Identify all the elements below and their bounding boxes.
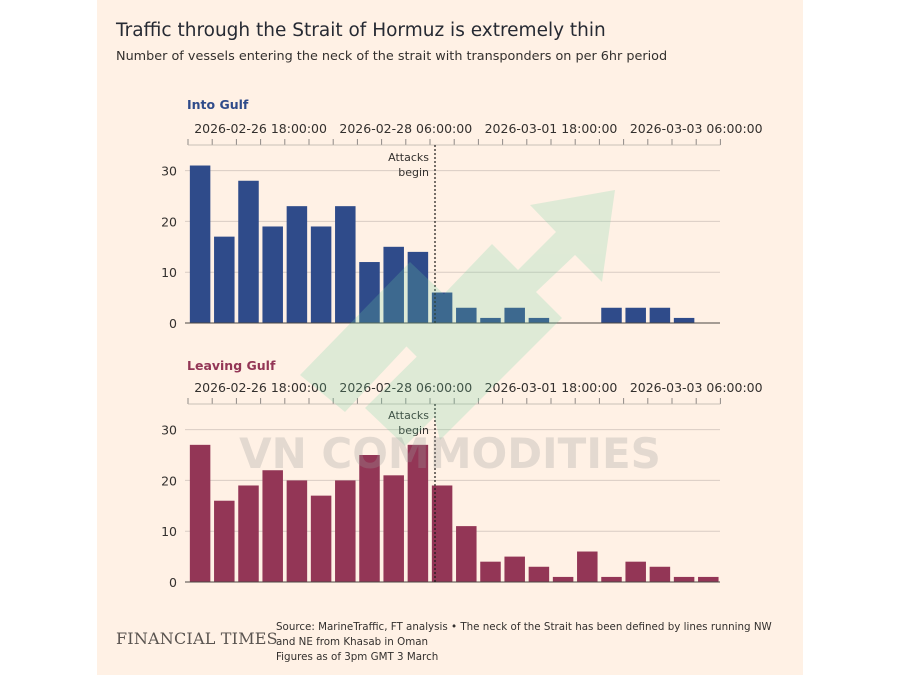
leaving-gulf-bar bbox=[601, 576, 622, 582]
into-gulf-x-tick-label: 2026-03-03 06:00:00 bbox=[630, 121, 763, 136]
leaving-gulf-bar bbox=[310, 495, 332, 582]
leaving-gulf-bar bbox=[359, 455, 380, 582]
into-gulf-title: Into Gulf bbox=[187, 97, 249, 112]
into-gulf-bar bbox=[189, 165, 211, 323]
publisher-logo: FINANCIAL TIMES bbox=[116, 629, 278, 648]
source-line-1: Source: MarineTraffic, FT analysis • The… bbox=[276, 621, 772, 633]
into-gulf-bar bbox=[407, 251, 429, 323]
into-gulf-bar bbox=[456, 307, 477, 323]
into-gulf-attacks-label: Attacks bbox=[388, 151, 429, 164]
leaving-gulf-y-tick-label: 20 bbox=[161, 473, 177, 488]
leaving-gulf-bar bbox=[238, 485, 259, 582]
leaving-gulf-x-tick-label: 2026-02-26 18:00:00 bbox=[194, 380, 327, 395]
leaving-gulf-bar bbox=[286, 480, 308, 582]
source-line-3: Figures as of 3pm GMT 3 March bbox=[276, 651, 439, 663]
leaving-gulf-bar bbox=[407, 444, 429, 582]
leaving-gulf-attacks-label: begin bbox=[398, 424, 429, 437]
into-gulf-bar bbox=[601, 307, 622, 323]
leaving-gulf-y-tick-label: 30 bbox=[161, 423, 177, 438]
into-gulf-bar bbox=[480, 317, 501, 323]
into-gulf-bar bbox=[625, 307, 646, 323]
chart-title: Traffic through the Strait of Hormuz is … bbox=[116, 20, 606, 41]
leaving-gulf-bar bbox=[189, 444, 211, 582]
leaving-gulf-bar bbox=[577, 551, 598, 582]
source-line-2: and NE from Khasab in Oman bbox=[276, 636, 429, 648]
chart-subtitle: Number of vessels entering the neck of t… bbox=[116, 49, 668, 64]
source-note: Source: MarineTraffic, FT analysis • The… bbox=[276, 620, 786, 665]
leaving-gulf-bar bbox=[552, 576, 574, 582]
leaving-gulf-x-tick-label: 2026-02-28 06:00:00 bbox=[339, 380, 472, 395]
into-gulf-y-tick-label: 20 bbox=[161, 214, 177, 229]
leaving-gulf-attacks-label: Attacks bbox=[388, 409, 429, 422]
leaving-gulf-bar bbox=[649, 566, 671, 582]
leaving-gulf-bar bbox=[456, 526, 477, 582]
into-gulf-y-tick-label: 0 bbox=[169, 316, 177, 331]
into-gulf-y-tick-label: 30 bbox=[161, 164, 177, 179]
leaving-gulf-bar bbox=[214, 500, 235, 582]
into-gulf-bar bbox=[238, 180, 259, 323]
leaving-gulf-bar bbox=[262, 470, 283, 582]
into-gulf-bar bbox=[673, 317, 695, 323]
into-gulf-bar bbox=[504, 307, 525, 323]
leaving-gulf-y-tick-label: 10 bbox=[161, 524, 177, 539]
into-gulf-bar bbox=[286, 206, 308, 323]
into-gulf-x-tick-label: 2026-02-26 18:00:00 bbox=[194, 121, 327, 136]
into-gulf-bar bbox=[262, 226, 283, 323]
into-gulf-bar bbox=[649, 307, 671, 323]
into-gulf-attacks-label: begin bbox=[398, 166, 429, 179]
into-gulf-x-tick-label: 2026-03-01 18:00:00 bbox=[485, 121, 618, 136]
leaving-gulf-panel: Leaving Gulf 0 10 20 30 2026-02-26 18:00:00 20… bbox=[161, 358, 763, 590]
leaving-gulf-bar bbox=[625, 561, 646, 582]
into-gulf-bar bbox=[310, 226, 332, 323]
leaving-gulf-title: Leaving Gulf bbox=[187, 358, 276, 373]
leaving-gulf-bar bbox=[383, 475, 404, 582]
into-gulf-bar bbox=[528, 317, 550, 323]
into-gulf-y-tick-label: 10 bbox=[161, 265, 177, 280]
leaving-gulf-bar bbox=[335, 480, 356, 582]
leaving-gulf-bar bbox=[431, 485, 453, 582]
into-gulf-bar bbox=[383, 246, 404, 323]
leaving-gulf-bar bbox=[698, 576, 719, 582]
into-gulf-bar bbox=[335, 206, 356, 323]
leaving-gulf-bar bbox=[528, 566, 550, 582]
leaving-gulf-bar bbox=[504, 556, 525, 582]
leaving-gulf-bar bbox=[673, 576, 695, 582]
into-gulf-bar bbox=[359, 262, 380, 323]
into-gulf-bar bbox=[431, 292, 453, 323]
leaving-gulf-bar bbox=[480, 561, 501, 582]
leaving-gulf-x-tick-label: 2026-03-01 18:00:00 bbox=[485, 380, 618, 395]
into-gulf-panel: Into Gulf 0 10 20 30 2026-02-26 18:00:00 2026-… bbox=[161, 97, 763, 331]
leaving-gulf-x-tick-label: 2026-03-03 06:00:00 bbox=[630, 380, 763, 395]
into-gulf-x-tick-label: 2026-02-28 06:00:00 bbox=[339, 121, 472, 136]
leaving-gulf-y-tick-label: 0 bbox=[169, 575, 177, 590]
into-gulf-bar bbox=[214, 236, 235, 323]
